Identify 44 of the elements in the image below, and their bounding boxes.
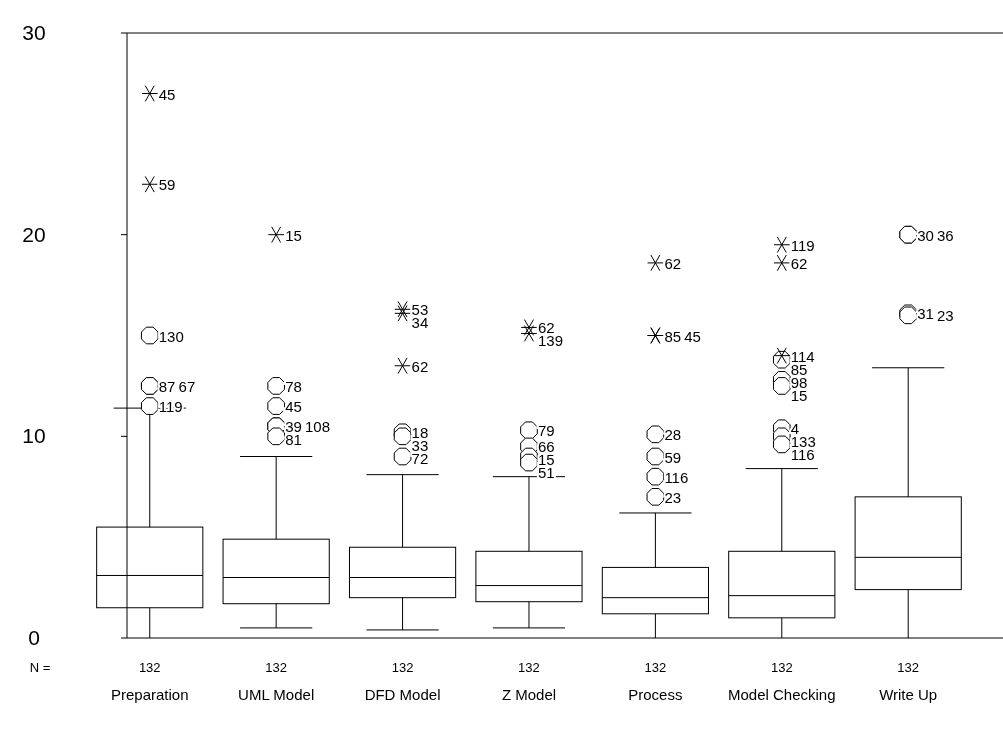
annotation: 62 <box>664 254 682 272</box>
text: 132 <box>265 660 288 675</box>
text: 132 <box>770 660 793 675</box>
x-tick-label: Write Up <box>879 686 938 703</box>
annotation: 15 <box>285 226 302 244</box>
x-tick-label: Process <box>628 686 683 703</box>
annotation: 79 <box>537 422 555 440</box>
annotation: 78 <box>285 377 302 395</box>
annotation: 130 <box>158 327 184 345</box>
annotation: 62 <box>790 254 808 272</box>
annotation: 59 <box>158 176 176 194</box>
annotation: 87 <box>158 377 176 395</box>
x-tick-label: Z Model <box>501 686 557 703</box>
annotation: 108 <box>304 418 330 436</box>
annotation: 31 <box>917 305 934 323</box>
y-tick-label: 30 <box>22 21 46 44</box>
annotation: 45 <box>285 398 302 416</box>
annotation: 62 <box>411 357 429 375</box>
text: 132 <box>138 660 161 675</box>
annotation: 119 <box>790 236 815 254</box>
annotation: 45 <box>158 85 176 103</box>
annotation: 59 <box>664 448 682 466</box>
text: 132 <box>644 660 667 675</box>
annotation: 30 <box>917 226 934 244</box>
text: 132 <box>518 660 540 675</box>
x-tick-label: Model Checking <box>728 686 836 703</box>
text: 132 <box>897 660 920 675</box>
annotation: 67 <box>178 377 196 395</box>
annotation: 85 <box>664 327 682 345</box>
annotation: 23 <box>664 488 682 506</box>
annotation: 114 <box>790 347 815 365</box>
y-tick-label: 10 <box>22 424 46 448</box>
text: 132 <box>391 660 414 675</box>
annotation: 36 <box>936 226 954 244</box>
x-tick-label: Preparation <box>110 686 189 703</box>
y-tick-label: 20 <box>22 222 46 246</box>
y-tick-label: 0 <box>28 626 40 649</box>
annotation: 28 <box>664 426 682 444</box>
text: N = <box>29 660 51 675</box>
annotation: 45 <box>684 327 701 345</box>
x-tick-label: UML Model <box>238 686 315 703</box>
annotation: 116 <box>664 468 689 486</box>
x-tick-label: DFD Model <box>364 686 441 703</box>
annotation: 23 <box>936 307 954 325</box>
